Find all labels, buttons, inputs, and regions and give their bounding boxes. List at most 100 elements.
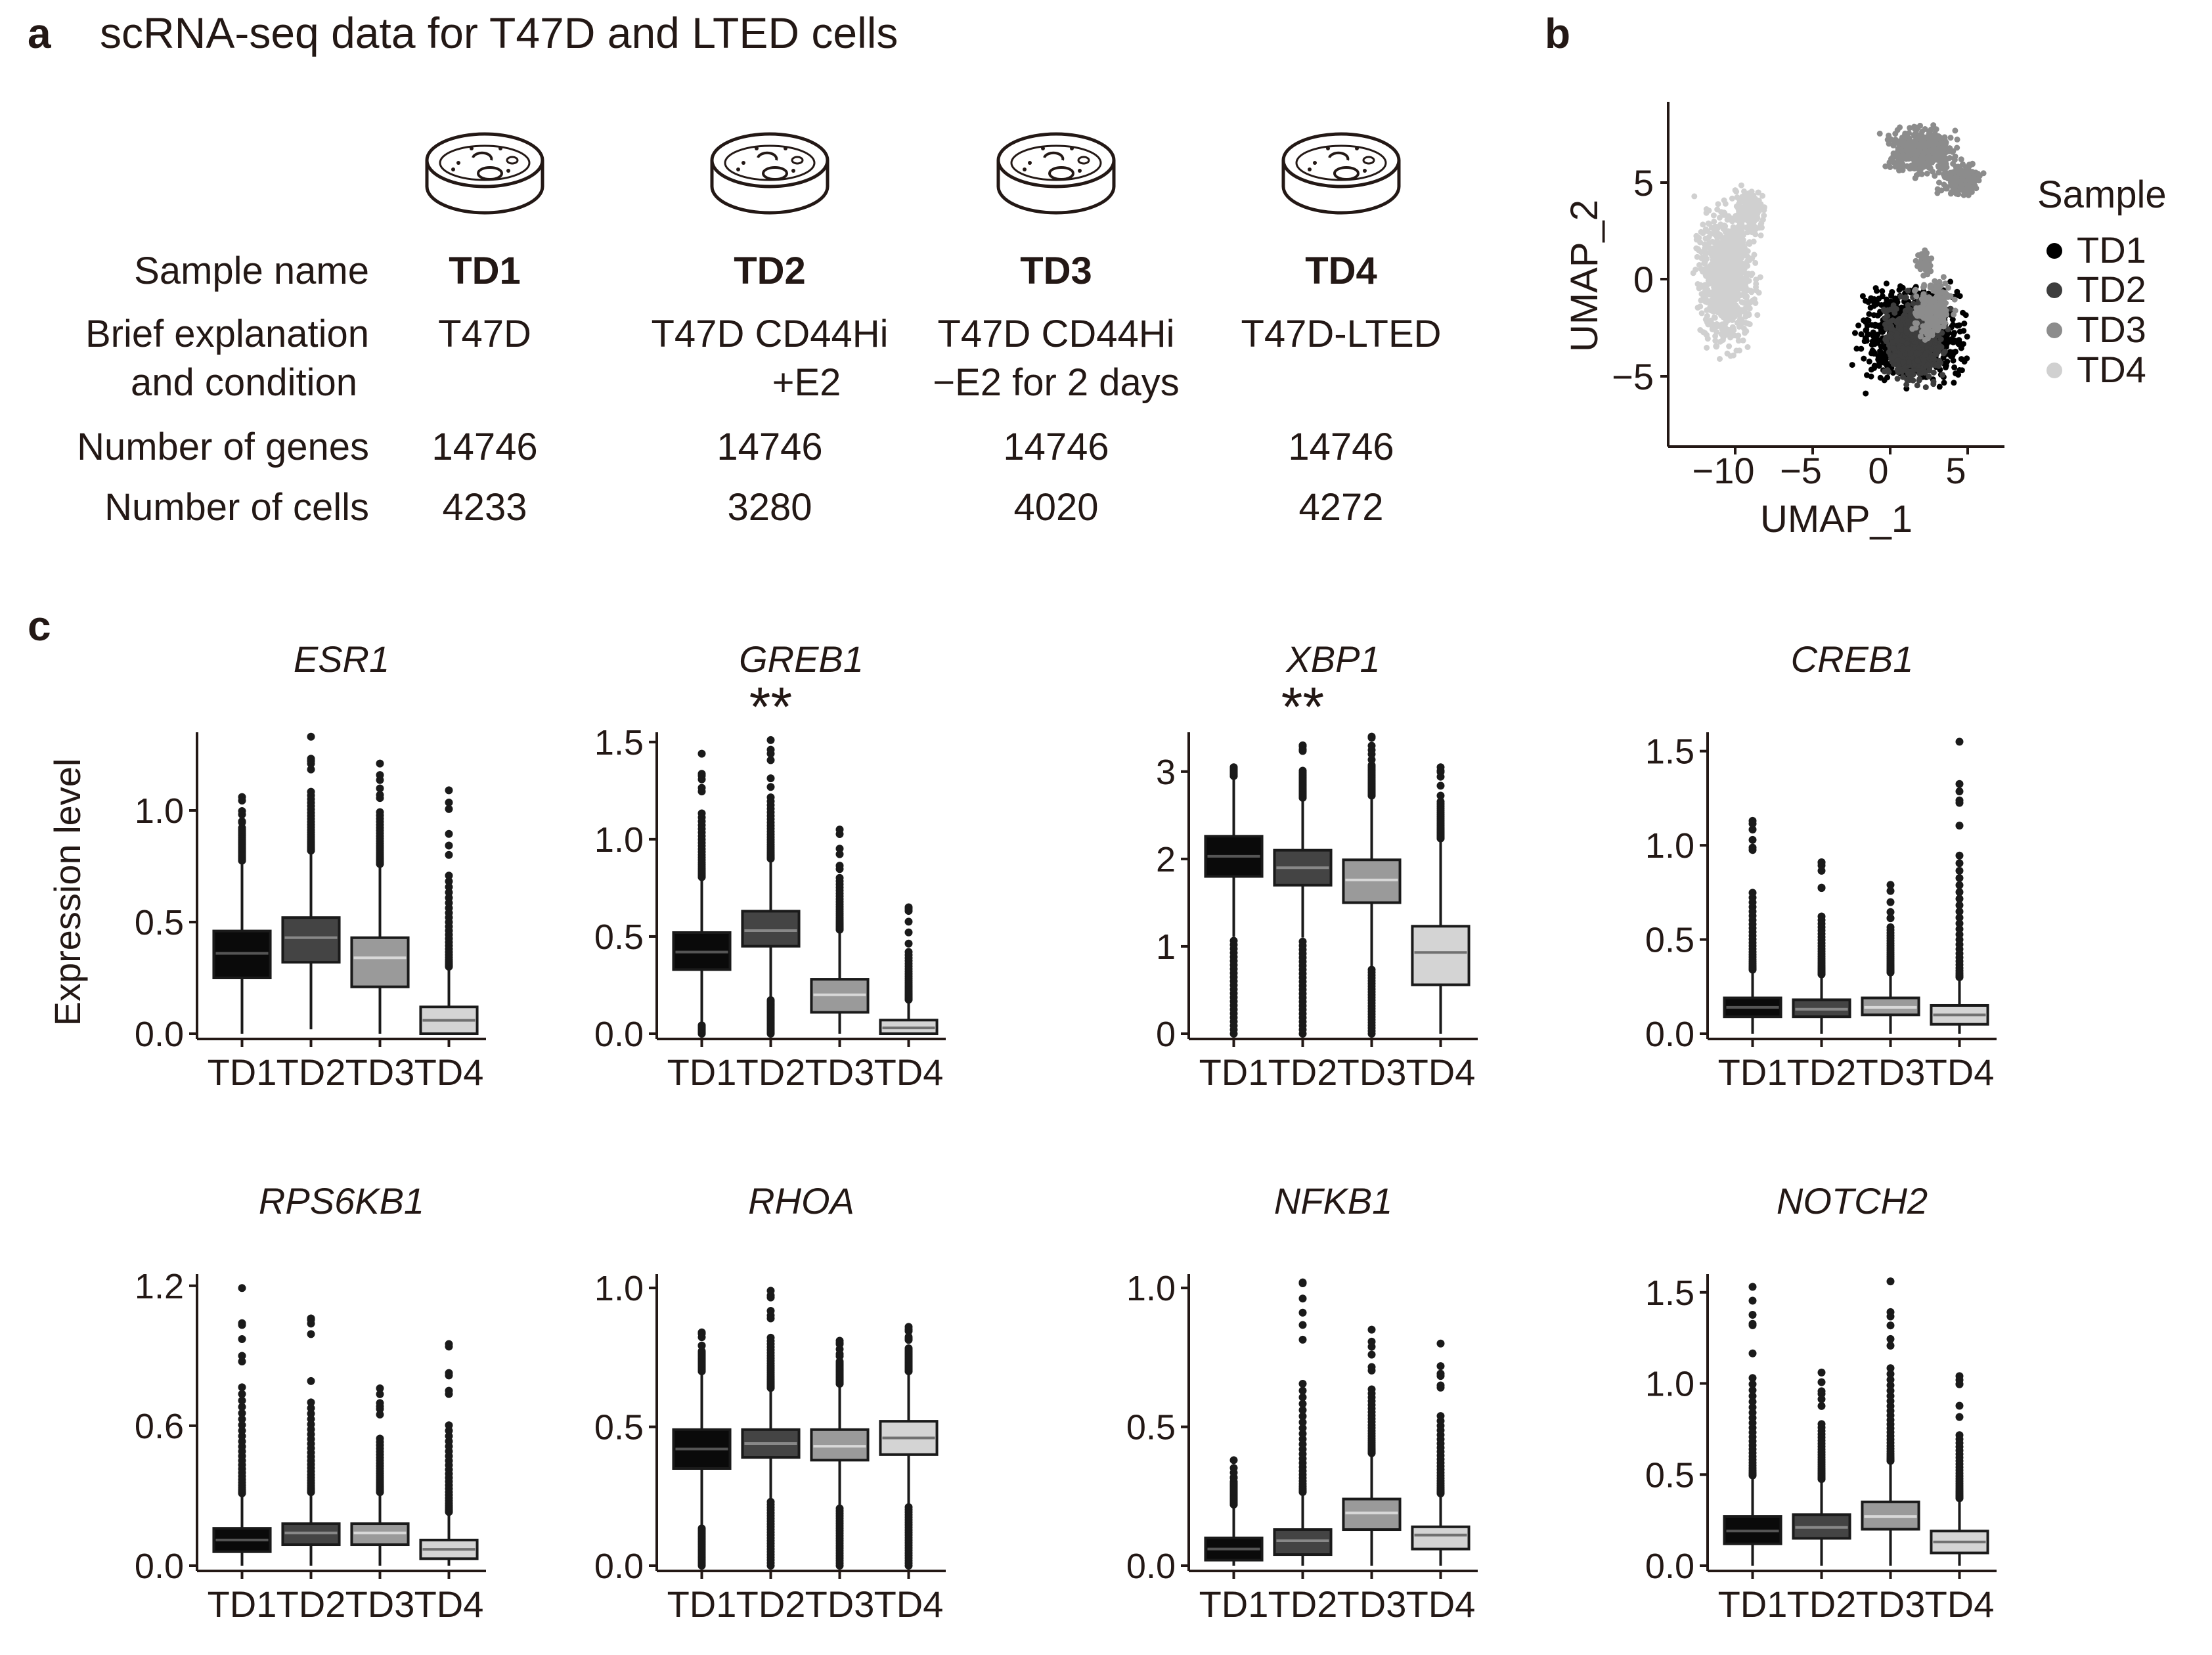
outlier (697, 749, 706, 758)
umap-point (1733, 347, 1740, 354)
outlier (445, 829, 453, 838)
outlier (1436, 791, 1445, 800)
sample-name: TD1 (449, 250, 521, 292)
outlier (238, 1321, 246, 1329)
x-tick-label: TD2 (736, 1051, 806, 1093)
outlier (1817, 866, 1826, 875)
outlier (1955, 780, 1964, 788)
outlier (697, 775, 706, 783)
row-label-genes: Number of genes (77, 426, 369, 468)
x-tick-label: TD1 (208, 1051, 277, 1093)
umap-point (1726, 343, 1733, 349)
outlier (238, 810, 246, 819)
outlier (904, 948, 913, 956)
outlier (1748, 816, 1757, 825)
x-tick-label: TD4 (414, 1051, 484, 1093)
outlier (238, 1335, 246, 1343)
outlier (835, 826, 844, 834)
outlier (1748, 889, 1757, 897)
y-tick-label: 1 (1156, 927, 1176, 967)
x-tick-label: TD2 (276, 1051, 346, 1093)
y-tick-label: 1.5 (594, 723, 644, 762)
outlier (1748, 1319, 1757, 1328)
outlier (1886, 923, 1895, 931)
x-tick-label: TD3 (805, 1583, 875, 1625)
outlier (766, 1287, 775, 1295)
plot-title: NOTCH2 (1777, 1180, 1928, 1222)
outlier (697, 1524, 706, 1533)
outlier (307, 732, 315, 741)
umap-point (1692, 267, 1699, 273)
outlier (1748, 835, 1757, 844)
y-tick-label: 0.0 (1645, 1015, 1694, 1054)
outlier (1367, 741, 1376, 750)
outlier (1298, 1278, 1307, 1287)
significance-marker: ** (1281, 676, 1324, 738)
outlier (1436, 1381, 1445, 1390)
plot-title: RHOA (748, 1180, 854, 1222)
outlier (766, 793, 775, 802)
x-tick-label: TD3 (1337, 1051, 1407, 1093)
umap-point (1698, 310, 1705, 317)
plot-title: XBP1 (1285, 638, 1380, 680)
box (810, 1428, 870, 1462)
umap-point (1702, 288, 1708, 295)
y-axis-label: Expression level (47, 759, 88, 1026)
outlier (1436, 1362, 1445, 1371)
umap-point (1705, 220, 1712, 227)
sample-genes: 14746 (1288, 426, 1394, 468)
outlier (1298, 1335, 1307, 1344)
outlier (904, 1333, 913, 1341)
outlier (1886, 914, 1895, 922)
outlier (1367, 965, 1376, 974)
outlier (904, 928, 913, 937)
sample-genes: 14746 (717, 426, 822, 468)
umap-point (1758, 232, 1764, 238)
x-tick-label: TD3 (805, 1051, 875, 1093)
outlier (766, 1333, 775, 1342)
outlier (697, 1021, 706, 1030)
umap-point (1710, 212, 1717, 219)
outlier (376, 794, 384, 803)
sample-genes: 14746 (1003, 426, 1109, 468)
outlier (1298, 1321, 1307, 1329)
y-tick-label: 1.2 (135, 1267, 184, 1306)
x-tick-label: TD3 (345, 1051, 415, 1093)
outlier (1229, 763, 1238, 772)
outlier (1955, 796, 1964, 805)
outlier (238, 1390, 246, 1398)
box (281, 916, 341, 964)
outlier (1436, 772, 1445, 781)
sample-description: T47D CD44Hi (938, 313, 1175, 355)
outlier (376, 1384, 384, 1393)
x-tick-label: TD4 (874, 1583, 944, 1625)
box (1273, 1528, 1333, 1556)
outlier (376, 1405, 384, 1413)
plot-title: GREB1 (739, 638, 864, 680)
x-tick-label: TD3 (1337, 1583, 1407, 1625)
outlier (376, 1434, 384, 1443)
outlier (1367, 1325, 1376, 1334)
umap-point (1702, 295, 1709, 301)
outlier (1817, 858, 1826, 866)
outlier (1436, 763, 1445, 772)
significance-marker: ** (749, 676, 792, 738)
umap-point (1698, 265, 1704, 272)
umap-point (1704, 313, 1710, 319)
umap-point (1716, 214, 1723, 221)
outlier (1367, 1342, 1376, 1351)
umap-point (1712, 333, 1719, 340)
outlier (766, 1497, 775, 1506)
outlier (835, 1352, 844, 1361)
umap-point (1704, 345, 1710, 351)
y-tick-label: 0.5 (594, 1408, 644, 1447)
x-tick-label: TD1 (667, 1051, 737, 1093)
outlier (904, 917, 913, 926)
outlier (376, 808, 384, 816)
panel-a-table: Sample name Brief explanation and condit… (77, 0, 1442, 529)
sample-condition: −E2 for 2 days (933, 361, 1180, 404)
x-tick-label: TD4 (1406, 1583, 1476, 1625)
